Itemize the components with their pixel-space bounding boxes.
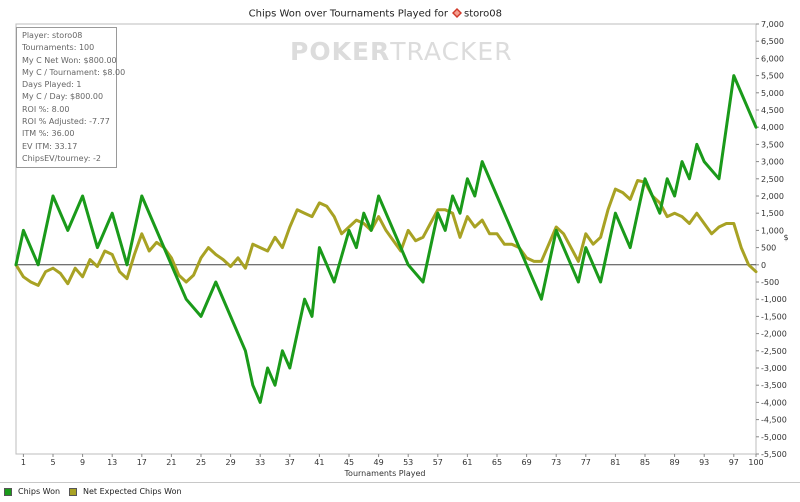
chart-title: Chips Won over Tournaments Played for st… (249, 9, 502, 20)
legend-swatch-net-expected (69, 487, 77, 496)
y-tick-label: 4,000 (761, 123, 784, 132)
series-line-net-expected (14, 179, 758, 287)
pokertracker-watermark: POKERTRACKER (290, 37, 513, 66)
y-tick-label: -1,000 (761, 295, 787, 304)
y-tick-label: -1,500 (761, 312, 787, 321)
y-tick-label: -3,000 (761, 364, 787, 373)
x-tick-label: 77 (581, 458, 591, 467)
legend-item-chips-won[interactable]: Chips Won (4, 487, 60, 496)
y-tick-label: 6,000 (761, 54, 784, 63)
legend-label-net-expected: Net Expected Chips Won (83, 487, 182, 496)
stat-roi: ROI %: 8.00 (22, 104, 70, 114)
watermark-bold: POKER (290, 37, 391, 66)
x-tick-label: 100 (748, 458, 763, 467)
y-tick-label: 2,000 (761, 192, 784, 201)
x-axis-ticks: 1 5 9 13 17 21 25 29 33 37 41 45 49 53 57 61 65 69 73 77 81 8… (21, 454, 764, 467)
x-tick-label: 65 (492, 458, 502, 467)
y-tick-label: 4,500 (761, 106, 784, 115)
series-lines (14, 74, 758, 404)
y-tick-label: 5,000 (761, 89, 784, 98)
x-tick-label: 53 (403, 458, 413, 467)
y-tick-label: -4,000 (761, 398, 787, 407)
stat-tournaments: Tournaments: 100 (22, 43, 95, 53)
legend: Chips Won Net Expected Chips Won (0, 482, 800, 502)
stat-itm: ITM %: 36.00 (22, 129, 75, 139)
y-tick-label: 2,500 (761, 175, 784, 184)
stat-chipsev: ChipsEV/tourney: -2 (22, 153, 101, 163)
x-tick-label: 29 (226, 458, 236, 467)
x-tick-label: 41 (314, 458, 324, 467)
y-tick-label: 1,000 (761, 226, 784, 235)
legend-swatch-chips-won (4, 487, 12, 496)
y-tick-label: -5,000 (761, 433, 787, 442)
y-tick-label: -500 (761, 278, 779, 287)
stat-per-day: My C / Day: $800.00 (22, 92, 104, 102)
x-tick-label: 69 (522, 458, 532, 467)
x-tick-label: 13 (107, 458, 117, 467)
x-tick-label: 73 (551, 458, 561, 467)
x-tick-label: 85 (640, 458, 650, 467)
x-tick-label: 89 (670, 458, 680, 467)
y-tick-label: -2,000 (761, 330, 787, 339)
y-tick-label: 7,000 (761, 20, 784, 29)
stat-per-tournament: My C / Tournament: $8.00 (22, 67, 126, 77)
x-tick-label: 45 (344, 458, 354, 467)
y-tick-label: -5,500 (761, 450, 787, 459)
x-tick-label: 9 (80, 458, 85, 467)
x-tick-label: 93 (699, 458, 709, 467)
y-tick-label: -3,500 (761, 381, 787, 390)
x-tick-label: 33 (255, 458, 265, 467)
x-tick-label: 61 (462, 458, 472, 467)
y-tick-label: 5,500 (761, 72, 784, 81)
y-tick-label: 0 (761, 261, 766, 270)
watermark-thin: TRACKER (390, 37, 513, 66)
series-line-chips-won (14, 74, 758, 404)
x-tick-label: 57 (433, 458, 443, 467)
stat-net-won: My C Net Won: $800.00 (22, 55, 117, 65)
y-axis-label: $ (783, 233, 788, 242)
y-tick-label: 6,500 (761, 37, 784, 46)
x-tick-label: 37 (285, 458, 295, 467)
poker-chip-icon (452, 8, 462, 18)
x-tick-label: 81 (610, 458, 620, 467)
x-tick-label: 1 (21, 458, 26, 467)
y-tick-label: -4,500 (761, 416, 787, 425)
y-tick-label: 3,500 (761, 140, 784, 149)
stats-panel: Player: storo08 Tournaments: 100 My C Ne… (16, 27, 126, 168)
x-tick-label: 21 (166, 458, 176, 467)
x-tick-label: 49 (374, 458, 384, 467)
stat-days-played: Days Played: 1 (22, 80, 82, 90)
x-tick-label: 25 (196, 458, 206, 467)
stat-player: Player: storo08 (22, 31, 83, 40)
chart-title-player: storo08 (464, 9, 502, 20)
chart-title-text: Chips Won over Tournaments Played for (249, 9, 449, 20)
y-tick-label: -2,500 (761, 347, 787, 356)
x-axis-label: Tournaments Played (344, 469, 426, 478)
stat-ev-itm: EV ITM: 33.17 (22, 141, 78, 151)
y-tick-label: 500 (761, 244, 776, 253)
x-tick-label: 5 (50, 458, 55, 467)
stat-roi-adjusted: ROI % Adjusted: -7.77 (22, 117, 110, 127)
y-tick-label: 1,500 (761, 209, 784, 218)
plot-frame (15, 23, 757, 455)
legend-label-chips-won: Chips Won (18, 487, 61, 496)
y-axis: 7,000 6,500 6,000 5,500 5,000 4,500 4,000 3,500… (756, 20, 787, 459)
x-tick-label: 17 (137, 458, 147, 467)
legend-item-net-expected[interactable]: Net Expected Chips Won (69, 487, 182, 496)
x-tick-label: 97 (729, 458, 739, 467)
y-tick-label: 3,000 (761, 158, 784, 167)
